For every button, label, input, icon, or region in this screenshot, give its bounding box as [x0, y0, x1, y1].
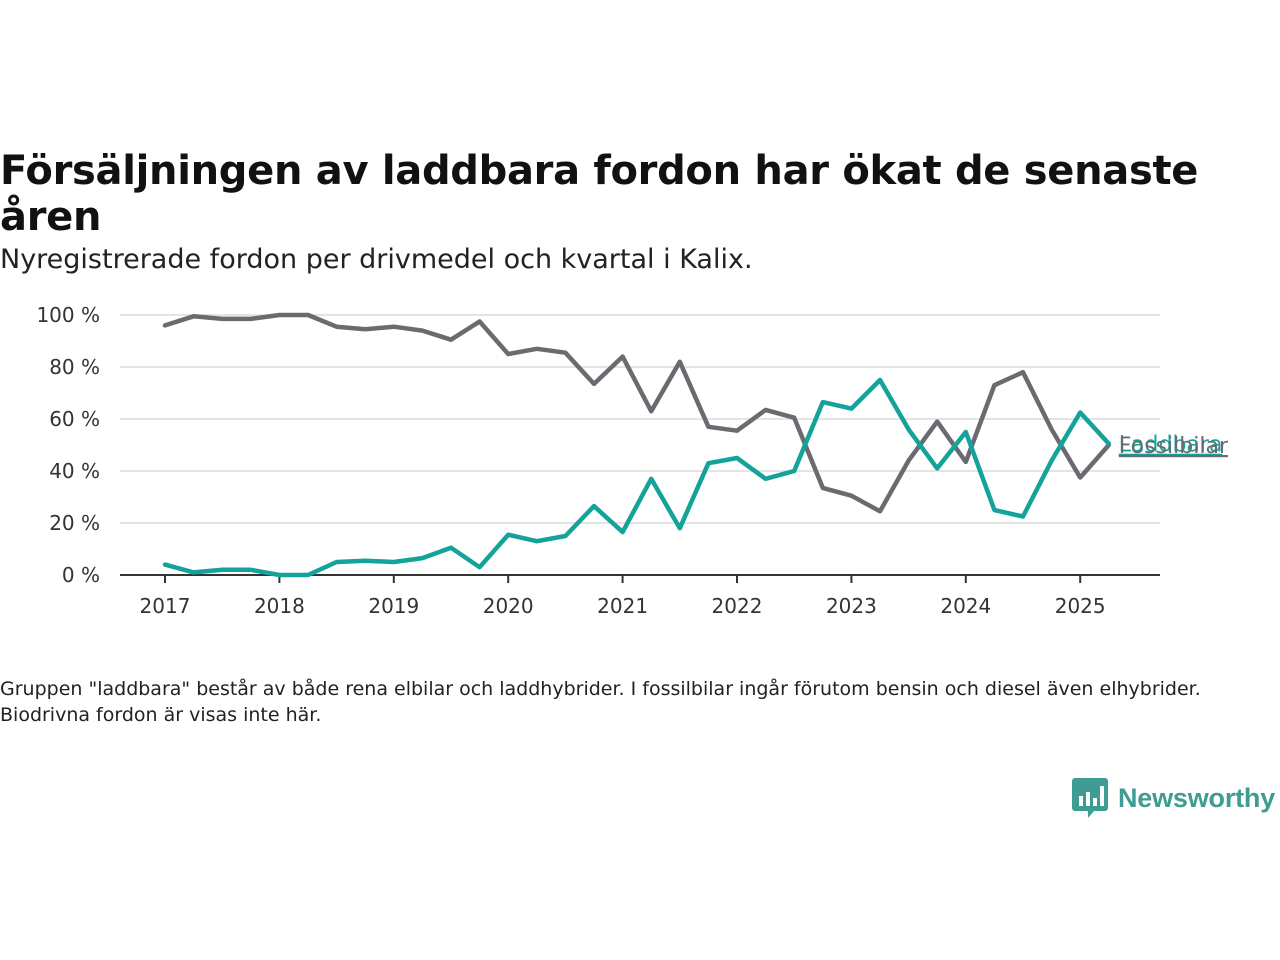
- x-tick-label: 2017: [140, 594, 191, 618]
- y-tick-label: 80 %: [49, 355, 100, 379]
- x-tick-label: 2021: [597, 594, 648, 618]
- brand-logo: Newsworthy: [1072, 776, 1275, 820]
- chart-title: Försäljningen av laddbara fordon har öka…: [0, 148, 1199, 240]
- newsworthy-logo-icon: [1072, 778, 1108, 818]
- y-tick-label: 100 %: [36, 303, 100, 327]
- brand-name: Newsworthy: [1118, 782, 1276, 813]
- y-tick-label: 60 %: [49, 407, 100, 431]
- line-chart: 0 % 20 % 40 % 60 % 80 % 100 % 2017 2018 2019 2020…: [36, 303, 1229, 618]
- series-line-fossilbilar: [162, 312, 1112, 514]
- y-tick-label: 0 %: [62, 563, 100, 587]
- series-label-fossilbilar: Fossilbilar: [1119, 434, 1229, 459]
- chart-subtitle: Nyregistrerade fordon per drivmedel och …: [0, 244, 753, 275]
- x-tick-label: 2023: [826, 594, 877, 618]
- y-tick-label: 20 %: [49, 511, 100, 535]
- x-tick-label: 2024: [940, 594, 991, 618]
- x-tick-label: 2020: [483, 594, 534, 618]
- x-tick-label: 2022: [712, 594, 763, 618]
- y-tick-label: 40 %: [49, 459, 100, 483]
- x-tick-label: 2018: [254, 594, 305, 618]
- series-label-laddbara: Laddbara: [1119, 433, 1223, 458]
- x-tick-label: 2025: [1055, 594, 1106, 618]
- axes: 0 % 20 % 40 % 60 % 80 % 100 % 2017 2018 2019 2020…: [36, 303, 1160, 618]
- footnote: Gruppen "laddbara" består av både rena e…: [0, 678, 1201, 726]
- x-tick-label: 2019: [368, 594, 419, 618]
- series-line-laddbara: [162, 377, 1112, 578]
- grid-lines: [120, 314, 1160, 524]
- series-lines: [162, 312, 1112, 578]
